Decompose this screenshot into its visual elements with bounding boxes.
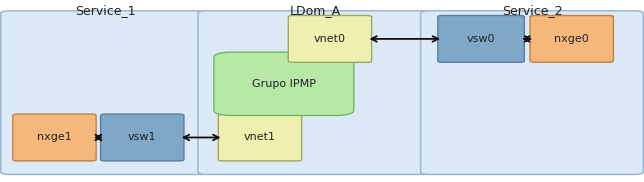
Text: vnet1: vnet1 bbox=[244, 132, 276, 143]
FancyBboxPatch shape bbox=[421, 11, 643, 175]
Text: nxge1: nxge1 bbox=[37, 132, 72, 143]
FancyBboxPatch shape bbox=[100, 114, 184, 161]
FancyBboxPatch shape bbox=[438, 15, 524, 62]
FancyBboxPatch shape bbox=[289, 15, 372, 62]
FancyBboxPatch shape bbox=[530, 15, 613, 62]
Text: nxge0: nxge0 bbox=[554, 34, 589, 44]
Text: Service_1: Service_1 bbox=[75, 4, 136, 17]
Text: vsw0: vsw0 bbox=[467, 34, 495, 44]
FancyBboxPatch shape bbox=[214, 52, 354, 116]
FancyBboxPatch shape bbox=[13, 114, 96, 161]
FancyBboxPatch shape bbox=[218, 114, 301, 161]
Text: vnet0: vnet0 bbox=[314, 34, 346, 44]
Text: LDom_A: LDom_A bbox=[290, 4, 341, 17]
Text: Grupo IPMP: Grupo IPMP bbox=[252, 79, 316, 89]
FancyBboxPatch shape bbox=[1, 11, 211, 175]
Text: Service_2: Service_2 bbox=[502, 4, 562, 17]
FancyBboxPatch shape bbox=[198, 11, 433, 175]
Text: vsw1: vsw1 bbox=[128, 132, 156, 143]
